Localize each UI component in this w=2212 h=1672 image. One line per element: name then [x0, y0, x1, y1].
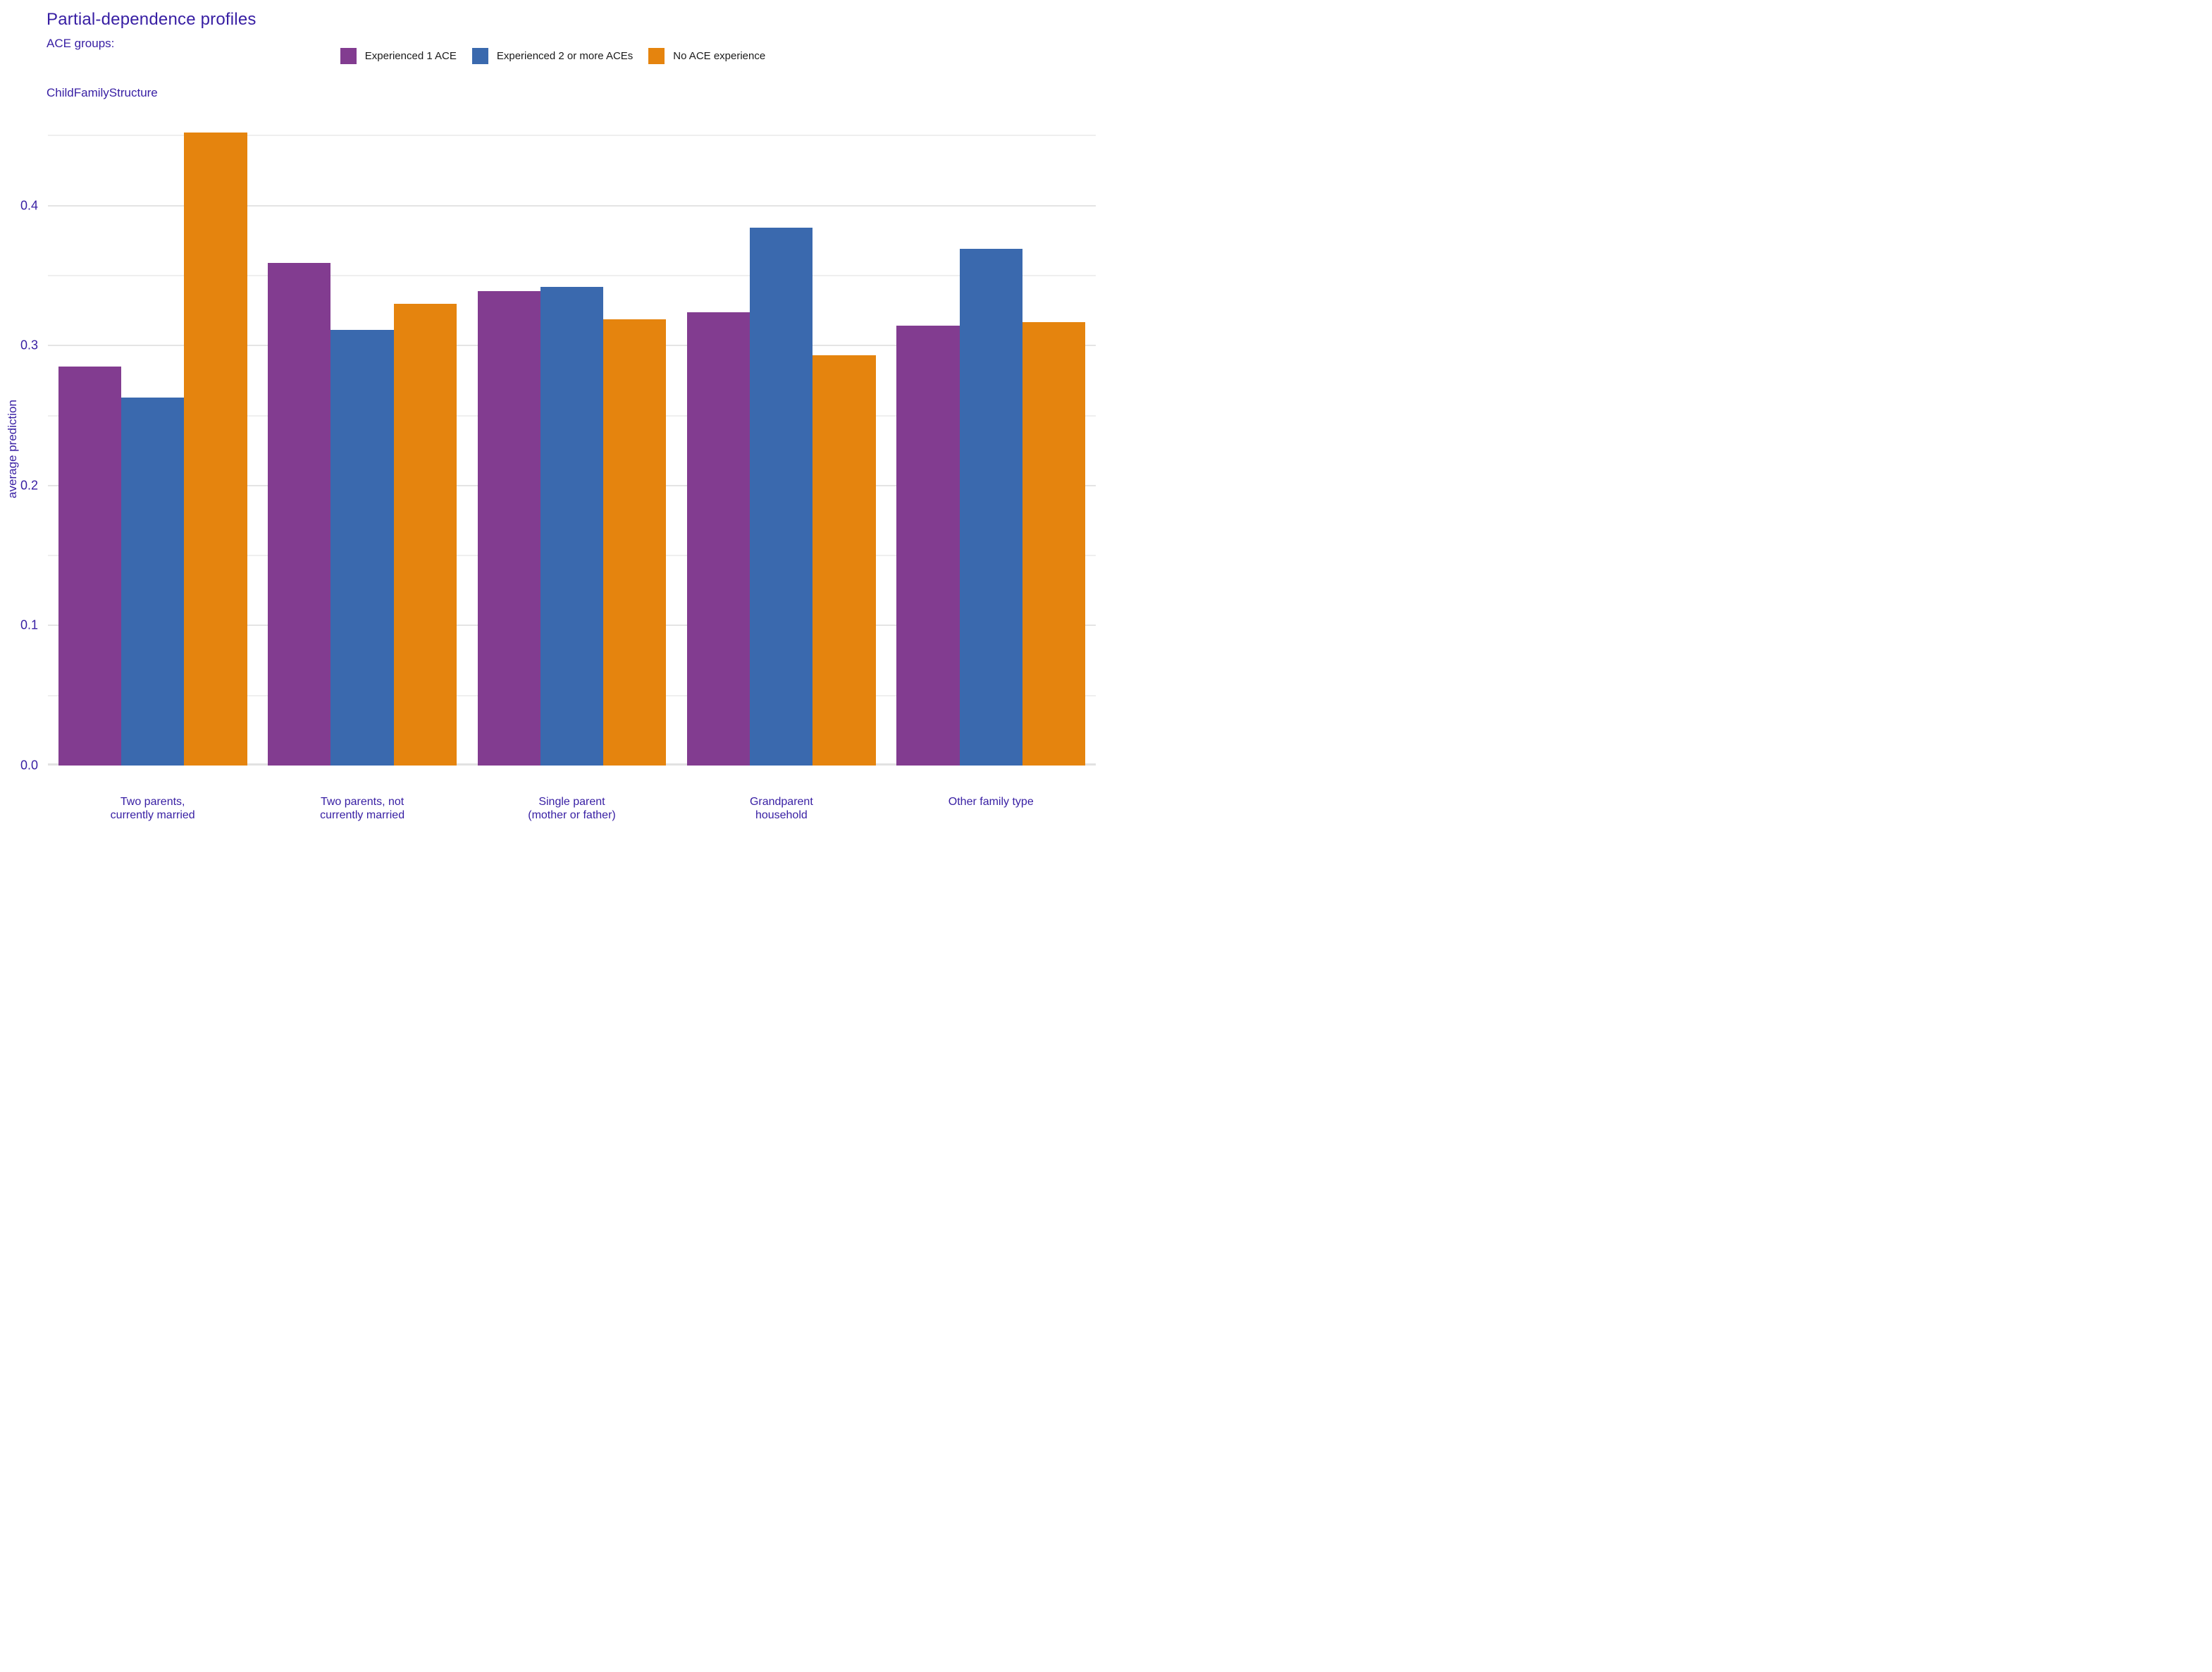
y-tick-label: 0.2: [20, 478, 38, 493]
bar-experienced-1-ace: [896, 326, 960, 766]
y-tick-label: 0.4: [20, 198, 38, 213]
bar-experienced-2-or-more-aces: [959, 249, 1022, 766]
bar-no-ace-experience: [393, 303, 457, 766]
bar-experienced-2-or-more-aces: [750, 228, 813, 766]
legend-swatch-icon: [340, 48, 357, 64]
bar-experienced-1-ace: [268, 263, 331, 766]
major-gridline: [48, 204, 1096, 207]
legend-item-no-ace-experience: No ACE experience: [648, 48, 765, 64]
x-tick-label: Two parents, currently married: [110, 796, 195, 821]
legend-label: Experienced 2 or more ACEs: [496, 50, 634, 62]
bar-group-two-parents: [48, 130, 257, 766]
legend-item-experienced-2-or-more-aces: Experienced 2 or more ACEs: [471, 48, 634, 64]
bar-no-ace-experience: [603, 319, 667, 766]
y-tick-label: 0.1: [20, 617, 38, 632]
bar-groups: [48, 130, 1096, 766]
x-tick-label: Two parents, not currently married: [320, 796, 405, 821]
y-tick-label: 0.0: [20, 758, 38, 773]
legend: Experienced 1 ACE Experienced 2 or more A…: [0, 48, 1106, 64]
pdp-bar-chart: Partial-dependence profiles ACE groups: …: [0, 0, 1106, 836]
facet-label: ChildFamilyStructure: [47, 86, 158, 99]
plot-panel: [48, 130, 1096, 766]
x-tick-label: Other family type: [948, 796, 1034, 808]
legend-title: ACE groups:: [47, 37, 115, 50]
bar-experienced-1-ace: [58, 367, 122, 766]
bar-experienced-1-ace: [477, 290, 540, 766]
bar-group-other-family-type: [886, 130, 1096, 766]
bar-no-ace-experience: [1022, 321, 1086, 766]
bar-experienced-2-or-more-aces: [540, 286, 604, 766]
bar-no-ace-experience: [184, 133, 247, 766]
minor-gridline: [48, 135, 1096, 137]
bar-experienced-2-or-more-aces: [121, 397, 185, 766]
x-axis-ticks: Two parents, currently married Two parent…: [48, 795, 1096, 822]
legend-label: No ACE experience: [673, 50, 766, 62]
bar-group-single-parent: [467, 130, 676, 766]
minor-gridline: [48, 274, 1096, 276]
bar-experienced-1-ace: [687, 312, 750, 766]
legend-label: Experienced 1 ACE: [364, 50, 457, 62]
x-tick-label: Single parent (mother or father): [528, 796, 616, 821]
bar-group-grandparent: [676, 130, 886, 766]
bar-experienced-2-or-more-aces: [330, 330, 394, 766]
x-tick-label: Grandparent household: [749, 796, 813, 821]
legend-swatch-icon: [648, 48, 665, 64]
legend-swatch-icon: [471, 48, 488, 64]
bar-group-two-parents-not: [257, 130, 467, 766]
y-tick-label: 0.3: [20, 338, 38, 352]
legend-item-experienced-1-ace: Experienced 1 ACE: [340, 48, 457, 64]
page-title: Partial-dependence profiles: [47, 10, 257, 29]
bar-no-ace-experience: [812, 355, 876, 766]
